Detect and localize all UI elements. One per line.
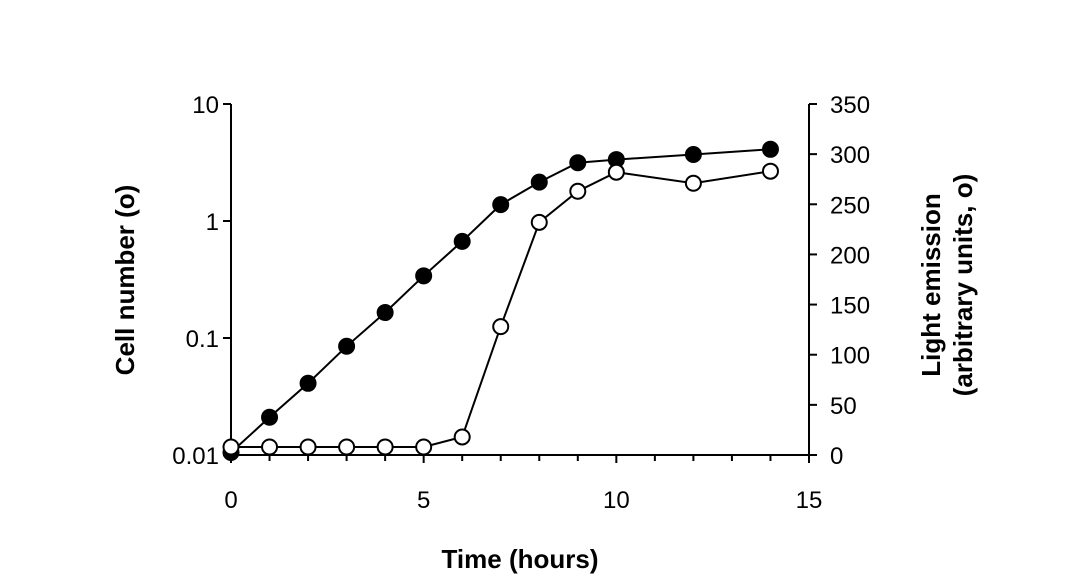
y-right-tick-label: 350	[830, 92, 870, 119]
y-right-tick-label: 300	[830, 142, 870, 169]
y-left-tick-label: 1	[206, 209, 219, 236]
y-left-tick-label: 0.01	[172, 443, 219, 470]
markers	[222, 140, 779, 462]
y-right-tick-label: 150	[830, 293, 870, 320]
open-circle-point	[376, 438, 394, 456]
ticks	[223, 103, 817, 463]
open-circle-point	[299, 438, 317, 456]
filled-circle-point	[684, 146, 702, 164]
open-circle-point	[761, 162, 779, 180]
y-right-tick-label: 100	[830, 343, 870, 370]
x-tick-label: 10	[603, 487, 630, 514]
filled-circle-point	[492, 196, 510, 214]
y-left-tick-label: 0.1	[186, 326, 219, 353]
open-circle-point	[492, 318, 510, 336]
filled-circle-point	[530, 173, 548, 191]
y-right-tick-label: 50	[830, 393, 857, 420]
x-tick-label: 0	[224, 487, 237, 514]
open-circle-point	[338, 438, 356, 456]
open-circle-point	[569, 182, 587, 200]
x-tick-label: 5	[417, 487, 430, 514]
y-axis-right-title-line1: Light emission	[916, 193, 946, 376]
open-circle-point	[453, 428, 471, 446]
filled-circle-point	[761, 140, 779, 158]
open-circle-point	[222, 438, 240, 456]
filled-circle-point	[569, 154, 587, 172]
series-lines	[230, 148, 771, 454]
series-line-filled-circle	[230, 148, 771, 454]
y-right-tick-label: 200	[830, 242, 870, 269]
open-circle-point	[684, 174, 702, 192]
open-circle-point	[607, 163, 625, 181]
y-right-tick-label: 250	[830, 192, 870, 219]
y-axis-right-title-line2: (arbitrary units, o)	[948, 174, 978, 396]
x-tick-label: 15	[796, 487, 823, 514]
filled-circle-point	[415, 267, 433, 285]
y-right-tick-label: 0	[830, 443, 843, 470]
y-axis-left-title: Cell number (o)	[110, 185, 140, 376]
open-circle-point	[415, 438, 433, 456]
filled-circle-point	[338, 337, 356, 355]
y-left-tick-label: 10	[192, 92, 219, 119]
filled-circle-point	[376, 304, 394, 322]
filled-circle-point	[261, 408, 279, 426]
filled-circle-point	[299, 374, 317, 392]
filled-circle-point	[453, 232, 471, 250]
open-circle-point	[261, 438, 279, 456]
open-circle-point	[530, 213, 548, 231]
x-axis-title: Time (hours)	[442, 544, 599, 574]
axes	[230, 104, 810, 456]
